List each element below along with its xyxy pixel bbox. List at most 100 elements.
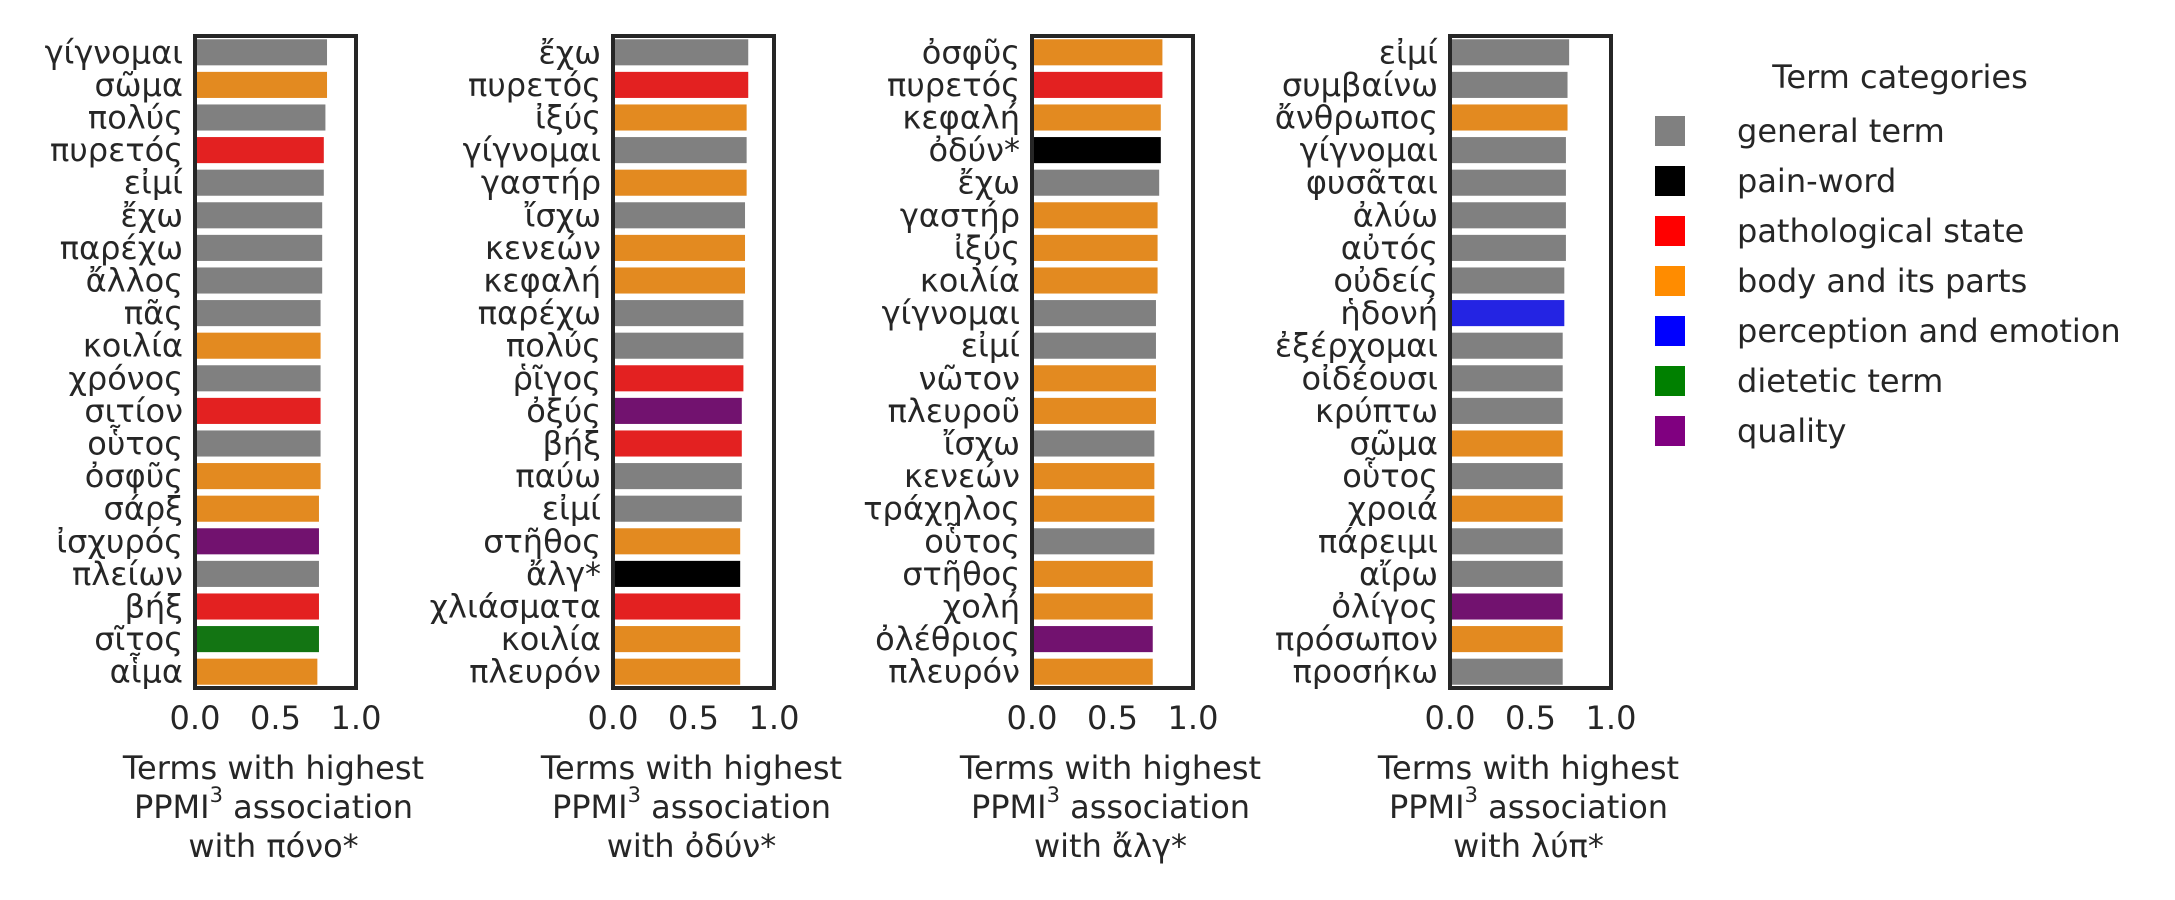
- chart-title-line-3: with λύπ*: [1453, 827, 1604, 865]
- bar-3-8: [1032, 267, 1158, 294]
- bar-4-3: [1450, 104, 1568, 131]
- category-label: πολύς: [506, 327, 601, 365]
- category-label: γίγνομαι: [1300, 131, 1438, 169]
- category-label: βήξ: [542, 425, 601, 463]
- category-label: σῖτος: [94, 620, 183, 658]
- category-label: ἔχω: [538, 33, 601, 71]
- legend-swatch-perception: [1655, 316, 1685, 346]
- title-rest: association: [1478, 788, 1668, 826]
- category-label: πλευρόν: [888, 653, 1020, 691]
- category-label: αἴρω: [1359, 555, 1438, 593]
- bar-1-13: [195, 430, 321, 457]
- chart-title-line-2: PPMI3 association: [1389, 783, 1668, 826]
- category-label: εἰμί: [124, 164, 183, 202]
- legend-title: Term categories: [1772, 58, 2028, 96]
- category-label: παρέχω: [478, 294, 601, 332]
- category-label: ἔχω: [120, 196, 183, 234]
- legend-item-pathological: pathological state: [1650, 206, 2170, 256]
- category-label: χλιάσματα: [430, 588, 601, 626]
- legend-label-quality: quality: [1737, 412, 1847, 450]
- bar-1-14: [195, 463, 321, 490]
- bar-4-7: [1450, 234, 1566, 261]
- bar-1-5: [195, 169, 324, 196]
- bar-1-17: [195, 560, 319, 587]
- bar-3-4: [1032, 137, 1161, 164]
- bar-2-9: [613, 300, 744, 327]
- bar-1-4: [195, 137, 324, 164]
- legend-item-perception: perception and emotion: [1650, 306, 2170, 356]
- category-label: ὀλέθριος: [875, 620, 1020, 658]
- bar-2-12: [613, 397, 742, 424]
- x-tick-label: 1.0: [1586, 699, 1637, 737]
- category-label: ὀσφῦς: [922, 33, 1020, 71]
- category-label: γαστήρ: [900, 196, 1020, 234]
- category-label: εἰμί: [961, 327, 1020, 365]
- category-label: φυσᾶται: [1306, 164, 1438, 202]
- bar-1-2: [195, 71, 328, 98]
- title-prefix: PPMI: [134, 788, 210, 826]
- category-label: ὀξύς: [526, 392, 601, 430]
- bar-2-3: [613, 104, 747, 131]
- plot-frame: [193, 34, 358, 690]
- plot-frame: [611, 34, 776, 690]
- bar-4-15: [1450, 495, 1563, 522]
- bar-1-10: [195, 332, 321, 359]
- legend-swatch-pain: [1655, 166, 1685, 196]
- x-tick-label: 0.5: [1087, 699, 1138, 737]
- title-prefix: PPMI: [552, 788, 628, 826]
- bar-4-11: [1450, 365, 1563, 392]
- bar-1-16: [195, 528, 319, 555]
- chart-title-line-3: with ἄλγ*: [1034, 827, 1187, 865]
- bar-2-1: [613, 39, 749, 66]
- category-label: κοιλία: [920, 262, 1020, 300]
- category-label: στῆθος: [902, 555, 1020, 593]
- category-label: εἰμί: [542, 490, 601, 528]
- category-label: παύω: [515, 457, 601, 495]
- bar-2-13: [613, 430, 742, 457]
- legend-swatch-dietetic: [1655, 366, 1685, 396]
- category-label: ἐξέρχομαι: [1275, 327, 1438, 365]
- chart-title-line-1: Terms with highest: [1377, 749, 1679, 787]
- category-label: κοιλία: [83, 327, 183, 365]
- bar-4-8: [1450, 267, 1565, 294]
- title-rest: association: [223, 788, 413, 826]
- x-tick-label: 1.0: [331, 699, 382, 737]
- category-label: γίγνομαι: [45, 33, 183, 71]
- category-label: ὀσφῦς: [85, 457, 183, 495]
- legend-swatch-body: [1655, 266, 1685, 296]
- bar-2-8: [613, 267, 746, 294]
- category-label: οὐδείς: [1333, 262, 1438, 300]
- category-label: οἰδέουσι: [1302, 359, 1438, 397]
- bar-3-5: [1032, 169, 1160, 196]
- category-label: ἄλγ*: [526, 555, 601, 593]
- chart-title-line-1: Terms with highest: [122, 749, 424, 787]
- category-label: προσήκω: [1293, 653, 1438, 691]
- category-label: πᾶς: [124, 294, 183, 332]
- bar-3-20: [1032, 658, 1153, 685]
- category-label: παρέχω: [60, 229, 183, 267]
- bar-2-15: [613, 495, 742, 522]
- category-label: ἴσχω: [944, 425, 1020, 463]
- category-label: εἰμί: [1379, 33, 1438, 71]
- bar-2-5: [613, 169, 747, 196]
- legend-swatch-quality: [1655, 416, 1685, 446]
- x-tick-label: 0.0: [170, 699, 221, 737]
- x-tick-label: 0.0: [588, 699, 639, 737]
- category-label: νῶτον: [919, 359, 1020, 397]
- bar-1-1: [195, 39, 328, 66]
- title-rest: association: [1060, 788, 1250, 826]
- category-label: γαστήρ: [481, 164, 601, 202]
- title-superscript: 3: [628, 783, 641, 807]
- category-label: σιτίον: [84, 392, 183, 430]
- bar-2-7: [613, 234, 746, 261]
- category-label: αἷμα: [110, 653, 183, 691]
- bar-4-18: [1450, 593, 1563, 620]
- bar-3-10: [1032, 332, 1156, 359]
- category-label: πυρετός: [468, 66, 601, 104]
- bar-1-19: [195, 626, 319, 653]
- bar-2-10: [613, 332, 744, 359]
- category-label: ἄλλος: [86, 262, 183, 300]
- category-label: ἄνθρωπος: [1275, 99, 1438, 137]
- legend: Term categories general term pain-word pat…: [1650, 58, 2170, 456]
- category-label: σῶμα: [1349, 425, 1438, 463]
